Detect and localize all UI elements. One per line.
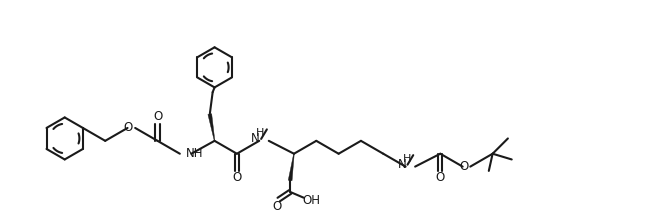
- Text: H: H: [256, 128, 264, 138]
- Polygon shape: [288, 154, 294, 181]
- Polygon shape: [208, 114, 215, 141]
- Text: O: O: [459, 160, 468, 173]
- Text: H: H: [404, 154, 412, 164]
- Text: O: O: [272, 200, 282, 212]
- Text: N: N: [398, 158, 406, 171]
- Text: O: O: [436, 171, 445, 184]
- Text: OH: OH: [302, 194, 320, 207]
- Text: O: O: [153, 110, 162, 123]
- Text: O: O: [124, 121, 133, 134]
- Text: O: O: [232, 171, 242, 184]
- Text: NH: NH: [186, 147, 203, 160]
- Text: N: N: [251, 132, 260, 145]
